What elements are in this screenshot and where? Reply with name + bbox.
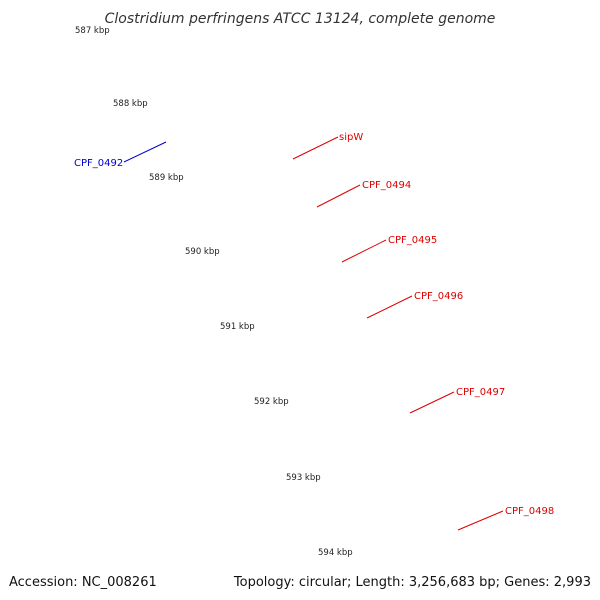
leader-cpf0494 — [316, 184, 361, 208]
gene-label-cpf0494: CPF_0494 — [362, 180, 411, 191]
tick-label-588: 588 kbp — [113, 99, 148, 109]
tick-label-591: 591 kbp — [220, 322, 255, 332]
gene-label-cpf0492: CPF_0492 — [74, 158, 123, 169]
accession-text: Accession: NC_008261 — [9, 575, 157, 590]
tick-label-589: 589 kbp — [149, 173, 184, 183]
tick-label-592: 592 kbp — [254, 397, 289, 407]
gene-label-cpf0497: CPF_0497 — [456, 387, 505, 398]
leader-cpf0495 — [341, 239, 387, 263]
tick-label-593: 593 kbp — [286, 473, 321, 483]
leader-cpf0496 — [366, 295, 413, 319]
leader-cpf0498 — [457, 510, 504, 531]
tick-label-587: 587 kbp — [75, 26, 110, 36]
tick-label-594: 594 kbp — [318, 548, 353, 558]
gene-labels: CPF_0492 sipW CPF_0494 CPF_0495 CPF_0496… — [74, 132, 554, 517]
gene-label-cpf0495: CPF_0495 — [388, 235, 437, 246]
genome-stats-text: Topology: circular; Length: 3,256,683 bp… — [233, 575, 591, 590]
map-title: Clostridium perfringens ATCC 13124, comp… — [105, 11, 496, 27]
gene-label-sipw: sipW — [339, 132, 363, 143]
map-tracks — [0, 0, 48, 94]
gene-label-cpf0498: CPF_0498 — [505, 506, 554, 517]
tick-label-590: 590 kbp — [185, 247, 220, 257]
leader-cpf0497 — [409, 391, 455, 414]
leader-sipw — [292, 136, 339, 160]
gene-leader-lines — [123, 136, 504, 531]
gene-label-cpf0496: CPF_0496 — [414, 291, 463, 302]
tick-labels: 587 kbp 588 kbp 589 kbp 590 kbp 591 kbp … — [75, 26, 353, 558]
leader-cpf0492 — [123, 141, 167, 163]
